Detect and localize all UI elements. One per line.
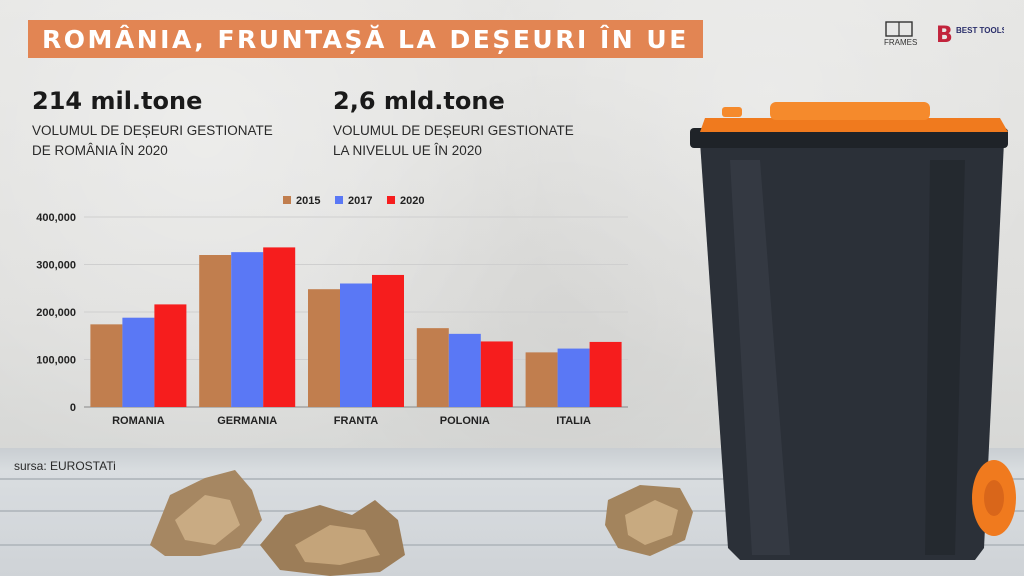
bar-2020: [589, 341, 622, 407]
frames-logo-icon: FRAMES: [884, 21, 917, 47]
legend-label: 2015: [296, 195, 320, 207]
stat-description: VOLUMUL DE DEȘEURI GESTIONATE DE ROMÂNIA…: [32, 121, 273, 161]
bar-2020: [263, 247, 296, 407]
y-tick-label: 200,000: [36, 307, 76, 319]
x-tick-label: ITALIA: [556, 415, 591, 427]
bar-2017: [448, 333, 481, 407]
legend-label: 2017: [348, 195, 372, 207]
bar-2017: [340, 283, 372, 407]
x-tick-label: FRANTA: [334, 415, 378, 427]
bar-2020: [372, 274, 404, 407]
y-tick-label: 400,000: [36, 212, 76, 224]
best-tools-logo-icon: B BEST TOOLS: [936, 23, 1004, 48]
x-tick-label: GERMANIA: [217, 415, 277, 427]
best-tools-logo-text: BEST TOOLS: [956, 26, 1004, 35]
legend-swatch: [335, 196, 343, 204]
logos: FRAMES B BEST TOOLS: [884, 21, 1004, 48]
page-title: ROMÂNIA, FRUNTAȘĂ LA DEȘEURI ÎN UE: [28, 20, 703, 58]
bar-2015: [90, 324, 123, 407]
source-note: sursa: EUROSTATi: [14, 459, 116, 473]
bar-2015: [199, 255, 232, 407]
stat-description-line: DE ROMÂNIA ÎN 2020: [32, 143, 168, 158]
crumpled-paper-icon: [605, 485, 693, 556]
stat-value: 214 mil.tone: [32, 87, 203, 115]
stat-description-line: VOLUMUL DE DEȘEURI GESTIONATE: [333, 123, 574, 138]
bar-2015: [308, 289, 340, 407]
frames-logo-text: FRAMES: [884, 38, 917, 47]
crumpled-paper-icon: [150, 470, 405, 576]
legend-swatch: [283, 196, 291, 204]
waste-bin-icon: [690, 102, 1016, 560]
stat-description-line: VOLUMUL DE DEȘEURI GESTIONATE: [32, 123, 273, 138]
floor-plank-line: [0, 478, 1024, 480]
legend-label: 2020: [400, 195, 424, 207]
stat-description: VOLUMUL DE DEȘEURI GESTIONATE LA NIVELUL…: [333, 121, 574, 161]
stat-eu: 2,6 mld.tone VOLUMUL DE DEȘEURI GESTIONA…: [333, 87, 574, 161]
floor-plank-line: [0, 510, 1024, 512]
bar-2017: [231, 252, 264, 407]
stat-romania: 214 mil.tone VOLUMUL DE DEȘEURI GESTIONA…: [32, 87, 273, 161]
best-tools-b-letter: B: [936, 23, 953, 48]
bar-2017: [557, 348, 590, 407]
stat-description-line: LA NIVELUL UE ÎN 2020: [333, 143, 482, 158]
y-tick-label: 100,000: [36, 355, 76, 367]
y-tick-label: 300,000: [36, 260, 76, 272]
y-tick-label: 0: [70, 402, 76, 414]
bar-chart: 0 100,000 200,000 300,000 400,000 ROMANIA GERM…: [36, 195, 628, 427]
floor-plank-line: [0, 544, 1024, 546]
x-tick-label: ROMANIA: [112, 415, 165, 427]
bar-2020: [154, 304, 187, 407]
x-tick-label: POLONIA: [440, 415, 490, 427]
legend-swatch: [387, 196, 395, 204]
bar-2017: [122, 317, 155, 407]
bar-2015: [416, 328, 449, 407]
stat-value: 2,6 mld.tone: [333, 87, 505, 115]
bar-2015: [525, 352, 558, 407]
bar-2020: [480, 341, 513, 407]
